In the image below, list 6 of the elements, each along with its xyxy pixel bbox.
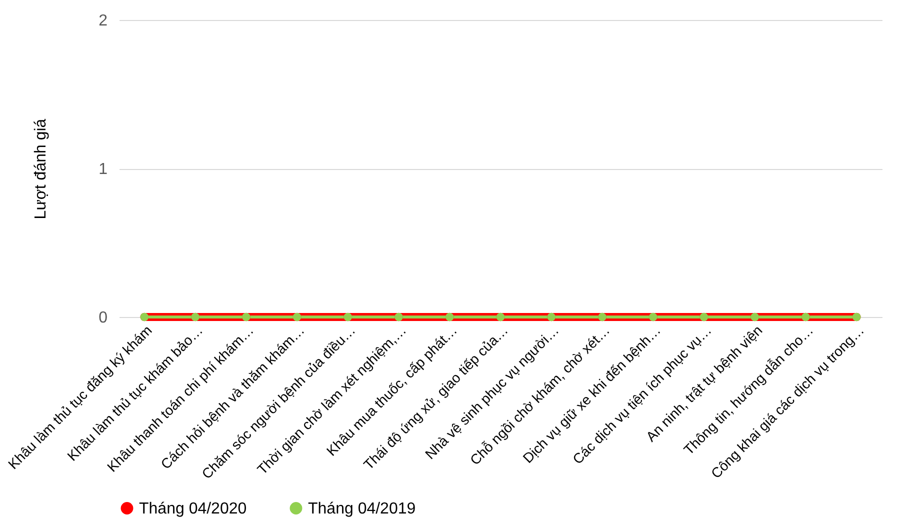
y-tick-label: 0 (98, 310, 108, 326)
y-tick-label: 2 (98, 12, 108, 30)
legend-label: Tháng 04/2019 (308, 500, 416, 518)
y-axis-title: Lượt đánh giá (32, 118, 50, 220)
y-tick-label: 1 (98, 161, 108, 178)
legend-label: Tháng 04/2020 (139, 500, 247, 518)
